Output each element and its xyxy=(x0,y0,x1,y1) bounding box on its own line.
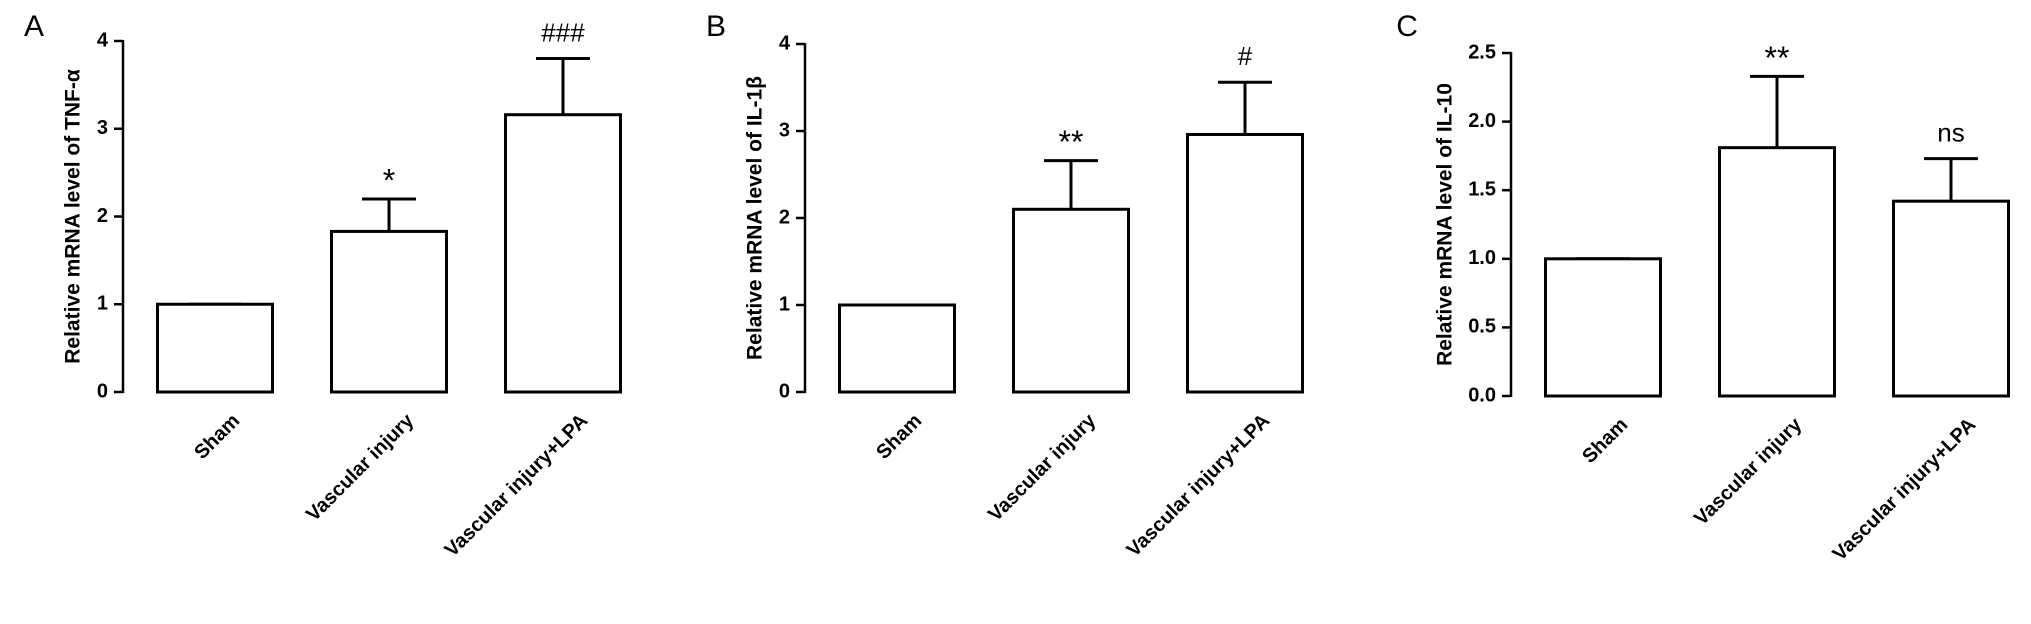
y-tick-label: 4 xyxy=(779,32,791,54)
bar xyxy=(156,302,274,394)
x-tick-label: Vascular injury xyxy=(984,409,1101,526)
x-tick-label: Vascular injury+LPA xyxy=(1829,414,1981,566)
y-axis-label: Relative mRNA level of TNF-α xyxy=(62,69,85,364)
panel-label: C xyxy=(1396,10,1418,43)
x-tick-label: Vascular injury xyxy=(1690,413,1807,530)
x-tick-label: Vascular injury+LPA xyxy=(1123,410,1275,562)
y-tick-label: 2.0 xyxy=(1468,110,1496,132)
y-tick-label: 3 xyxy=(97,117,108,139)
y-axis-label: Relative mRNA level of IL-1β xyxy=(744,76,767,360)
bar xyxy=(330,229,448,394)
panel-label: B xyxy=(706,10,726,43)
bar xyxy=(1186,132,1304,394)
significance-label: ** xyxy=(1059,124,1084,160)
y-tick-label: 0.0 xyxy=(1468,384,1496,406)
significance-label: # xyxy=(1238,41,1253,71)
bar xyxy=(838,303,956,394)
significance-label: ** xyxy=(1765,40,1790,76)
y-axis-label: Relative mRNA level of IL-10 xyxy=(1434,83,1457,366)
x-tick-label: Vascular injury xyxy=(302,409,419,526)
bar xyxy=(504,113,622,394)
bar xyxy=(1012,207,1130,394)
y-tick-label: 1 xyxy=(779,293,790,315)
y-tick-label: 2.5 xyxy=(1468,41,1496,63)
x-tick-label: Sham xyxy=(1578,414,1632,468)
y-tick-label: 4 xyxy=(97,29,109,51)
significance-label: ns xyxy=(1937,118,1964,148)
y-tick-label: 2 xyxy=(779,206,790,228)
significance-label: ### xyxy=(541,17,585,47)
y-tick-label: 3 xyxy=(779,119,790,141)
x-tick-label: Vascular injury+LPA xyxy=(441,410,593,562)
y-tick-label: 1 xyxy=(97,293,108,315)
y-tick-label: 2 xyxy=(97,205,108,227)
x-tick-label: Sham xyxy=(872,410,926,464)
bar xyxy=(1892,199,2010,398)
significance-label: * xyxy=(383,162,395,198)
y-tick-label: 1.0 xyxy=(1468,247,1496,269)
y-tick-label: 0.5 xyxy=(1468,316,1496,338)
bar xyxy=(1544,257,1662,398)
panel-label: A xyxy=(24,10,44,43)
y-tick-label: 0 xyxy=(779,380,790,402)
bar xyxy=(1718,146,1836,398)
x-tick-label: Sham xyxy=(190,410,244,464)
y-tick-label: 0 xyxy=(97,380,108,402)
y-tick-label: 1.5 xyxy=(1468,178,1496,200)
